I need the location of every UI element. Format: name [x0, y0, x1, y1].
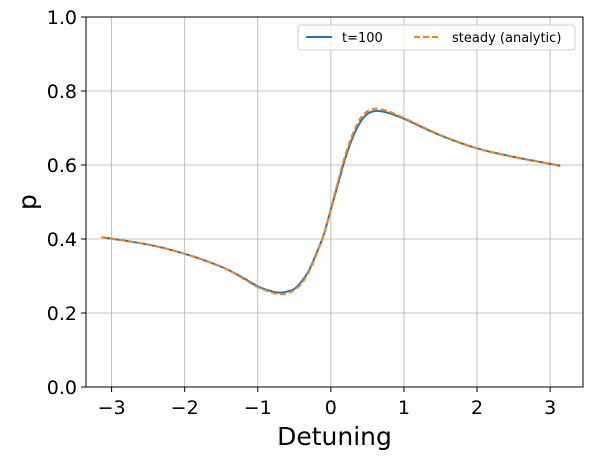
x-tick-label: 0 [325, 397, 337, 419]
series-line-steady [101, 107, 561, 296]
x-axis-label: Detuning [277, 422, 392, 451]
legend-label-steady: steady (analytic) [452, 31, 561, 46]
y-axis-label: p [13, 194, 42, 210]
y-tick-label: 0.0 [47, 377, 77, 399]
ticks: −3 −2 −1 0 1 2 3 0.0 0.2 0.4 0.6 0.8 1.0 [47, 7, 556, 419]
x-tick-label: 1 [398, 397, 410, 419]
x-tick-label: −3 [98, 397, 126, 419]
legend: t=100 steady (analytic) [297, 24, 576, 51]
x-tick-label: −2 [171, 397, 199, 419]
legend-label-t100: t=100 [342, 31, 383, 46]
x-tick-label: 3 [544, 397, 556, 419]
axes-frame [85, 16, 584, 388]
y-tick-label: 0.6 [47, 155, 77, 177]
y-tick-label: 1.0 [47, 7, 77, 29]
y-tick-label: 0.4 [47, 229, 77, 251]
y-tick-label: 0.8 [47, 81, 77, 103]
x-tick-label: −1 [244, 397, 272, 419]
y-tick-label: 0.2 [47, 303, 77, 325]
x-tick-label: 2 [471, 397, 483, 419]
plot-series [101, 107, 561, 296]
